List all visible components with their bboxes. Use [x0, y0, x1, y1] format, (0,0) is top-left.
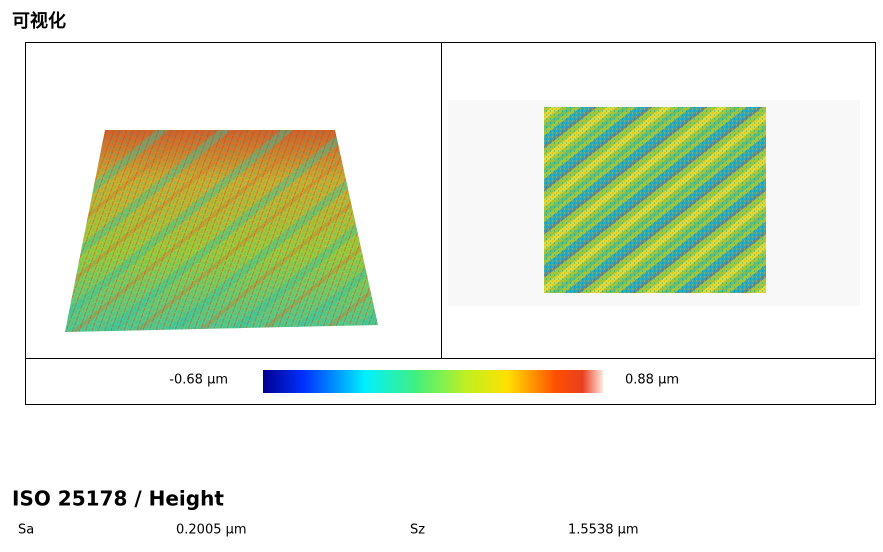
surface-2d-view: [448, 100, 860, 306]
section-title: 可视化: [12, 10, 66, 32]
colorbar-max-label: 0.88 µm: [625, 373, 679, 388]
colorbar-min-label: -0.68 µm: [169, 373, 228, 388]
parameters-title: ISO 25178 / Height: [12, 487, 224, 511]
colorbar: [263, 370, 603, 393]
param-value: 1.5538 µm: [568, 523, 639, 538]
param-name: Sa: [18, 523, 34, 538]
surface-3d-view: [65, 130, 378, 332]
param-value: 0.2005 µm: [176, 523, 247, 538]
visual-frame: [25, 42, 876, 405]
param-name: Sz: [410, 523, 425, 538]
parameter-rows: Sa 0.2005 µm Sz 1.5538 µm: [18, 523, 639, 538]
